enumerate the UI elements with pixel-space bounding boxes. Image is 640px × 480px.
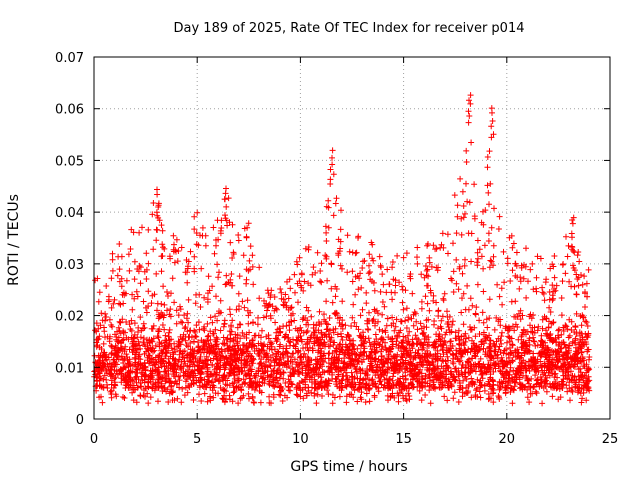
y-tick-label: 0.06 <box>55 103 84 118</box>
x-tick-label: 20 <box>499 432 516 447</box>
plot-frame <box>93 56 611 420</box>
y-tick-label: 0.07 <box>55 51 84 66</box>
y-tick-label: 0.01 <box>55 361 84 376</box>
x-tick-label: 0 <box>90 432 98 447</box>
y-tick-label: 0.04 <box>55 206 84 221</box>
x-tick-label: 5 <box>193 432 201 447</box>
x-axis-label: GPS time / hours <box>290 459 407 475</box>
data-points <box>91 92 593 407</box>
x-tick-label: 10 <box>292 432 309 447</box>
x-tick-label: 25 <box>602 432 619 447</box>
y-tick-label: 0.03 <box>55 258 84 273</box>
x-tick-label: 15 <box>395 432 412 447</box>
roti-points <box>91 92 593 407</box>
x-axis-ticks: 0 5 10 15 20 25 <box>90 57 618 447</box>
y-axis-ticks: 0 0.01 0.02 0.03 0.04 0.05 0.06 0.07 <box>55 51 610 428</box>
y-tick-label: 0.05 <box>55 154 84 169</box>
y-axis-label: ROTI / TECUs <box>6 194 22 286</box>
y-tick-label: 0.02 <box>55 310 84 325</box>
y-tick-label: 0 <box>76 413 84 428</box>
chart-title: Day 189 of 2025, Rate Of TEC Index for r… <box>174 21 525 36</box>
